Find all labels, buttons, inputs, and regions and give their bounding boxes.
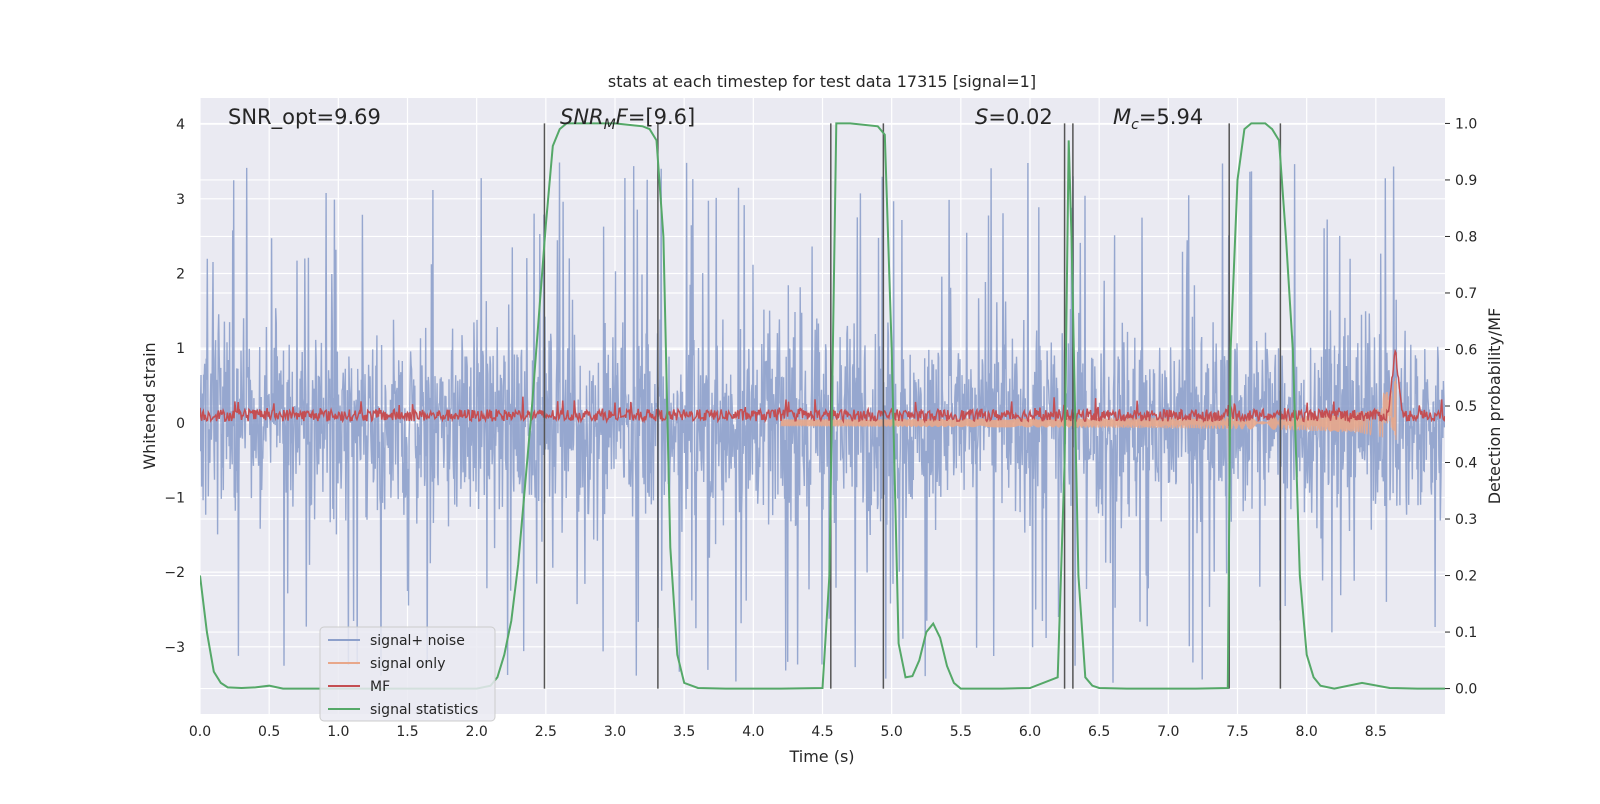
chart-title: stats at each timestep for test data 173… [608,72,1036,91]
y-right-axis-label: Detection probability/MF [1485,308,1504,505]
y-right-tick-label: 0.8 [1455,229,1477,245]
legend-box [319,626,496,722]
x-tick-labels: 0.0 0.5 1.0 1.5 2.0 2.5 3.0 3.5 4.0 4.5 5.0 5.5 6.0 6… [189,724,1387,740]
x-tick-label: 7.0 [1157,724,1179,740]
x-tick-label: 0.5 [258,724,280,740]
annotation-s-symbol: S [975,105,988,129]
x-tick-label: 3.5 [673,724,695,740]
annotation-snr-mf-value: =[9.6] [628,105,695,129]
y-left-tick-label: 2 [176,266,185,282]
y-right-tick-label: 0.2 [1455,569,1477,585]
annotation-mc-subscript: c [1131,117,1139,133]
legend-label-signal-only: signal only [370,656,445,672]
y-right-tick-label: 0.4 [1455,456,1477,472]
x-tick-label: 4.0 [742,724,764,740]
x-tick-label: 5.5 [950,724,972,740]
annotation-mc-value: =5.94 [1139,105,1203,129]
legend: signal+ noise signal only MF signal stat… [319,626,496,722]
annotation-mc-symbol: M [1113,105,1131,129]
annotation-mc: Mc=5.94 [1113,105,1203,133]
x-tick-label: 6.0 [1019,724,1041,740]
annotation-snr-mf: SNRMF=[9.6] [560,105,695,133]
y-left-tick-label: 1 [176,341,185,357]
y-right-tick-label: 0.3 [1455,512,1477,528]
y-left-tick-label: 4 [176,117,185,133]
annotation-s-value: =0.02 [988,105,1052,129]
y-left-tick-labels: 4 3 2 1 0 −1 −2 −3 [164,117,185,656]
mf-line [200,348,1445,424]
x-tick-label: 4.5 [811,724,833,740]
y-left-tick-label: 3 [176,192,185,208]
annotation-snr-opt: SNR_opt=9.69 [228,105,381,130]
y-right-tick-label: 0.0 [1455,682,1477,698]
x-tick-label: 5.0 [881,724,903,740]
y-right-tick-label: 0.5 [1455,399,1477,415]
y-left-tick-label: 0 [176,416,185,432]
y-right-tick-label: 0.9 [1455,173,1477,189]
mf-series [200,348,1445,424]
legend-label-mf: MF [370,679,390,695]
x-tick-label: 2.5 [535,724,557,740]
x-tick-label: 3.0 [604,724,626,740]
x-axis-label: Time (s) [788,747,854,766]
legend-label-signal-noise: signal+ noise [370,633,465,649]
annotation-snr-mf-symbol-2: F [616,105,629,129]
x-tick-label: 6.5 [1088,724,1110,740]
legend-label-signal-statistics: signal statistics [370,702,478,718]
y-right-tick-labels: 1.0 0.9 0.8 0.7 0.6 0.5 0.4 0.3 0.2 0.1 0.0 [1445,116,1477,698]
x-tick-label: 1.0 [327,724,349,740]
y-left-tick-label: −1 [164,490,185,506]
y-right-tick-label: 0.6 [1455,342,1477,358]
x-tick-label: 1.5 [396,724,418,740]
y-right-tick-label: 1.0 [1455,116,1477,132]
signal-noise-line [200,162,1445,683]
y-left-tick-label: −2 [164,565,185,581]
annotation-s: S=0.02 [975,105,1053,129]
x-tick-label: 8.0 [1296,724,1318,740]
y-left-tick-label: −3 [164,640,185,656]
signal-noise-series [200,162,1445,683]
y-left-axis-label: Whitened strain [140,342,159,469]
y-right-tick-label: 0.7 [1455,286,1477,302]
x-tick-label: 2.0 [466,724,488,740]
annotation-snr-mf-subscript: M [604,117,616,133]
x-tick-label: 7.5 [1226,724,1248,740]
x-tick-label: 8.5 [1365,724,1387,740]
x-tick-label: 0.0 [189,724,211,740]
y-right-tick-label: 0.1 [1455,625,1477,641]
annotation-snr-mf-symbol: SNR [560,105,604,129]
